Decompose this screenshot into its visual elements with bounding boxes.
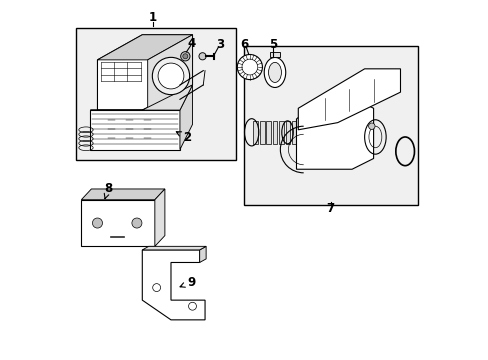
Bar <box>244 45 418 205</box>
Text: 2: 2 <box>176 131 191 144</box>
Polygon shape <box>296 101 373 169</box>
Bar <box>272 121 277 144</box>
Circle shape <box>152 57 189 95</box>
Polygon shape <box>155 189 164 246</box>
Bar <box>292 121 296 144</box>
Polygon shape <box>298 69 400 130</box>
Bar <box>266 121 270 144</box>
Bar <box>285 121 290 144</box>
Polygon shape <box>142 246 206 250</box>
Polygon shape <box>97 35 192 110</box>
Polygon shape <box>180 85 192 149</box>
Ellipse shape <box>264 57 285 87</box>
Bar <box>279 121 284 144</box>
Polygon shape <box>90 110 180 149</box>
Text: 5: 5 <box>268 38 277 51</box>
Text: 9: 9 <box>180 276 195 289</box>
Text: 1: 1 <box>149 12 157 24</box>
Bar <box>253 121 258 144</box>
Circle shape <box>183 54 187 59</box>
Polygon shape <box>269 51 280 57</box>
Text: 3: 3 <box>216 38 224 51</box>
Polygon shape <box>81 200 155 246</box>
Circle shape <box>237 54 262 80</box>
Ellipse shape <box>268 62 281 82</box>
Bar <box>76 28 235 160</box>
Polygon shape <box>90 85 192 110</box>
Circle shape <box>180 51 190 61</box>
Text: 4: 4 <box>187 36 196 50</box>
Polygon shape <box>199 246 206 262</box>
Polygon shape <box>97 35 192 60</box>
Circle shape <box>92 218 102 228</box>
Text: 8: 8 <box>104 183 112 199</box>
Polygon shape <box>81 189 164 200</box>
Circle shape <box>158 63 183 89</box>
Polygon shape <box>147 35 192 110</box>
Text: 7: 7 <box>326 202 334 215</box>
Bar <box>260 121 264 144</box>
Text: 6: 6 <box>240 38 248 51</box>
Polygon shape <box>142 250 204 320</box>
Circle shape <box>199 53 206 60</box>
Circle shape <box>368 123 374 130</box>
Circle shape <box>132 218 142 228</box>
